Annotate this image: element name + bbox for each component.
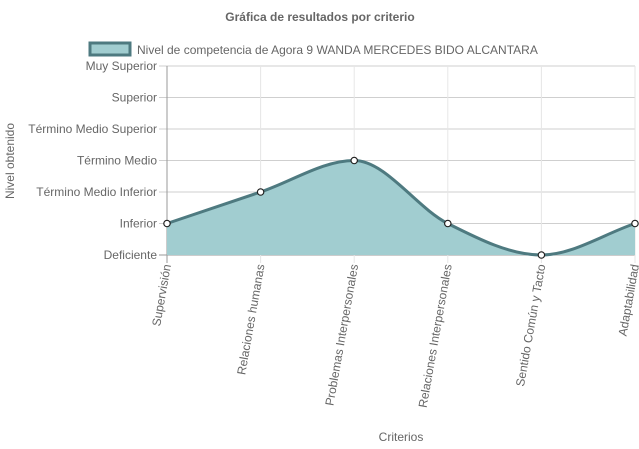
series-area	[166, 158, 636, 257]
data-point[interactable]	[163, 219, 171, 228]
data-point[interactable]	[631, 219, 639, 228]
y-tick-label: Término Medio Superior	[28, 122, 157, 136]
data-point[interactable]	[537, 251, 546, 259]
series-area-fill	[167, 160, 635, 255]
y-tick-label: Término Medio Inferior	[36, 185, 157, 199]
y-tick-label: Término Medio	[77, 154, 157, 168]
y-tick-label: Superior	[112, 91, 157, 105]
x-tick-label: Sentido Común y Tacto	[513, 263, 548, 388]
x-tick-label: Relaciones humanas	[234, 263, 267, 376]
data-points	[163, 156, 639, 259]
data-point[interactable]	[256, 188, 265, 196]
legend-label: Nivel de competencia de Agora 9 WANDA ME…	[137, 43, 538, 57]
y-tick-label: Inferior	[120, 217, 157, 231]
y-tick-label: Deficiente	[104, 248, 158, 262]
x-tick-label: Problemas Interpersonales	[322, 263, 361, 407]
legend-swatch	[88, 41, 132, 57]
y-axis-label: Nivel obtenido	[3, 123, 17, 199]
x-tick-label: Adaptabilidad	[616, 263, 639, 337]
y-axis-ticks: Deficiente Inferior Término Medio Inferior…	[28, 59, 157, 262]
chart-title: Gráfica de resultados por criterio	[225, 10, 414, 24]
data-point[interactable]	[443, 219, 452, 228]
data-point[interactable]	[350, 156, 359, 165]
legend[interactable]: Nivel de competencia de Agora 9 WANDA ME…	[88, 41, 538, 57]
x-axis-label: Criterios	[379, 430, 424, 444]
y-tick-label: Muy Superior	[86, 59, 157, 73]
x-axis-ticks: Supervisión Relaciones humanas Problemas I…	[149, 263, 639, 409]
x-tick-label: Supervisión	[149, 263, 174, 327]
x-tick-label: Relaciones Interpersonales	[416, 263, 455, 409]
